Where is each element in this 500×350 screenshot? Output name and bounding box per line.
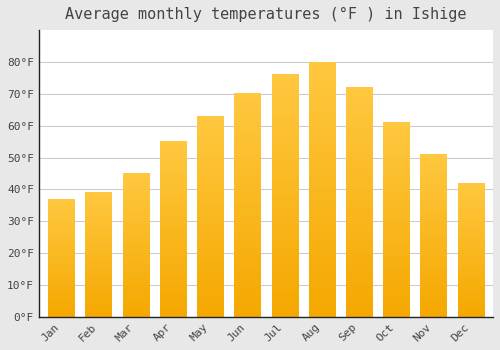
Title: Average monthly temperatures (°F ) in Ishige: Average monthly temperatures (°F ) in Is…	[65, 7, 466, 22]
